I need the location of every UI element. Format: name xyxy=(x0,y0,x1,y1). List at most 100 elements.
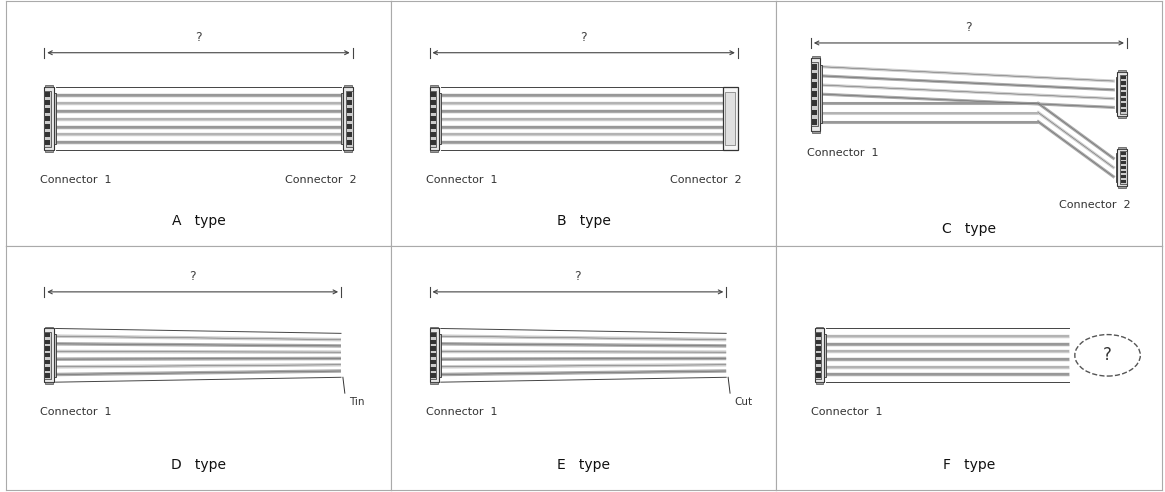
Bar xyxy=(347,124,352,129)
Bar xyxy=(45,333,50,338)
Bar xyxy=(1116,153,1117,182)
Bar xyxy=(812,131,820,133)
Bar xyxy=(430,108,436,113)
Bar xyxy=(1121,92,1127,96)
Bar xyxy=(45,382,54,384)
Bar xyxy=(45,116,50,121)
Bar xyxy=(1121,166,1127,169)
Bar xyxy=(45,353,50,358)
Bar xyxy=(726,92,735,145)
Bar xyxy=(816,382,824,384)
Bar xyxy=(430,332,436,379)
Text: E   type: E type xyxy=(557,459,610,472)
Bar xyxy=(347,116,352,121)
Bar xyxy=(816,346,821,351)
Bar xyxy=(811,62,818,126)
Bar xyxy=(1121,82,1127,85)
Bar xyxy=(45,340,50,344)
Bar xyxy=(344,151,352,153)
Bar xyxy=(1121,152,1127,184)
Bar xyxy=(430,329,439,382)
Bar xyxy=(1121,87,1127,91)
Bar xyxy=(820,65,822,123)
Text: Connector  1: Connector 1 xyxy=(807,148,878,158)
Bar xyxy=(1118,185,1125,187)
Text: B   type: B type xyxy=(557,215,610,228)
Bar xyxy=(341,93,343,144)
Bar xyxy=(812,100,817,106)
Bar xyxy=(45,360,50,364)
Bar xyxy=(430,382,438,384)
Bar xyxy=(44,91,51,147)
Bar xyxy=(430,346,436,351)
Bar xyxy=(346,91,353,147)
Bar xyxy=(54,93,56,144)
Bar xyxy=(347,108,352,113)
Bar xyxy=(45,85,54,87)
Bar xyxy=(811,58,820,131)
Bar xyxy=(45,367,50,371)
Bar xyxy=(45,140,50,145)
Text: Tin: Tin xyxy=(348,397,365,407)
Bar xyxy=(1117,149,1127,185)
Bar xyxy=(347,100,352,105)
Bar xyxy=(816,360,821,364)
Text: ?: ? xyxy=(966,21,973,34)
Bar xyxy=(430,124,436,129)
Bar xyxy=(430,373,436,377)
Text: Cut: Cut xyxy=(734,397,753,407)
Bar xyxy=(54,334,56,377)
Bar xyxy=(45,92,50,97)
Bar xyxy=(1121,161,1127,164)
Text: D   type: D type xyxy=(171,459,226,472)
Text: C   type: C type xyxy=(941,222,996,236)
Bar xyxy=(816,353,821,358)
Bar xyxy=(44,332,51,379)
Text: F   type: F type xyxy=(942,459,995,472)
Bar xyxy=(1118,147,1125,149)
Text: ?: ? xyxy=(580,31,587,44)
Bar xyxy=(45,346,50,351)
Bar xyxy=(430,333,436,338)
Bar xyxy=(430,360,436,364)
Bar xyxy=(812,92,817,97)
Bar xyxy=(45,132,50,137)
Bar xyxy=(344,85,352,87)
Bar xyxy=(1116,77,1117,112)
Bar xyxy=(723,87,737,151)
Bar xyxy=(1121,109,1127,113)
Text: ?: ? xyxy=(190,270,196,283)
Bar xyxy=(430,116,436,121)
Bar xyxy=(430,91,436,147)
Bar xyxy=(816,373,821,377)
Text: Connector  1: Connector 1 xyxy=(811,406,882,417)
Bar xyxy=(1121,75,1127,114)
Bar xyxy=(45,108,50,113)
Bar xyxy=(812,73,817,79)
Bar xyxy=(45,327,54,329)
Bar xyxy=(1121,152,1127,155)
Bar xyxy=(430,100,436,105)
Bar xyxy=(1121,180,1127,183)
Bar xyxy=(347,132,352,137)
Bar xyxy=(812,119,817,124)
Bar xyxy=(812,82,817,88)
Text: Connector  1: Connector 1 xyxy=(425,406,497,417)
Bar xyxy=(816,340,821,344)
Text: A   type: A type xyxy=(171,215,225,228)
Bar xyxy=(430,353,436,358)
Bar xyxy=(430,132,436,137)
Bar xyxy=(430,92,436,97)
Bar xyxy=(45,100,50,105)
Bar xyxy=(430,327,438,329)
Bar xyxy=(1121,103,1127,107)
Bar xyxy=(816,327,824,329)
Bar xyxy=(1118,70,1125,72)
Bar xyxy=(45,151,54,153)
Text: ?: ? xyxy=(1103,346,1113,364)
Bar xyxy=(825,334,826,377)
Bar xyxy=(816,333,821,338)
Bar xyxy=(1121,98,1127,101)
Bar xyxy=(1121,76,1127,80)
Bar xyxy=(44,87,54,151)
